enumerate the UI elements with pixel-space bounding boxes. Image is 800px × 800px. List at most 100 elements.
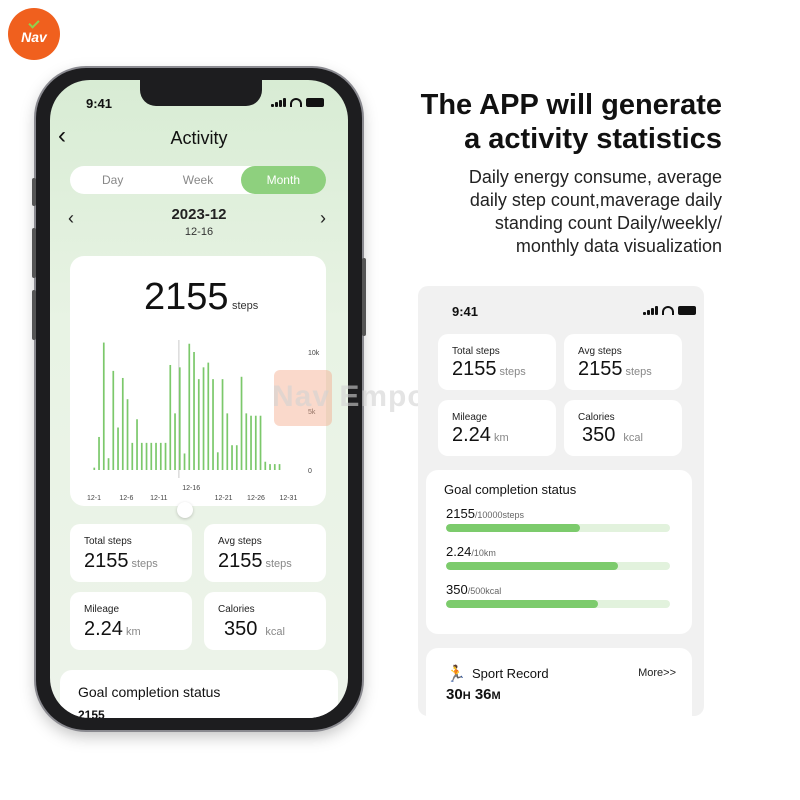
stat-value: 2.24 km [84, 618, 141, 640]
chart-bar [254, 415, 257, 470]
chart-bar [169, 364, 172, 470]
tab-week[interactable]: Week [182, 173, 214, 187]
headline-line-1: The APP will generate [420, 89, 722, 121]
chevron-right-icon[interactable]: › [320, 208, 326, 228]
chart-unit: steps [232, 300, 259, 312]
stat-avg-steps: Avg steps 2155 steps [204, 524, 326, 582]
chart-bar [178, 367, 181, 470]
goal-title: Goal completion status [444, 482, 577, 497]
stat-label: Mileage [452, 412, 488, 423]
description-line-1: Daily energy consume, average [468, 167, 722, 187]
chart-bar [131, 442, 134, 470]
y-tick-label: 0 [308, 468, 312, 475]
sport-duration: 30H 36M [446, 686, 501, 703]
chart-bar [264, 461, 267, 470]
volume-up-button [32, 228, 36, 278]
volume-down-button [32, 290, 36, 340]
x-tick-label: 12-26 [247, 495, 265, 502]
chevron-left-icon[interactable]: ‹ [58, 122, 66, 149]
goal-completion-card: Goal completion status 2155/10000steps 2… [426, 470, 692, 634]
stat-label: Calories [218, 604, 255, 615]
wifi-icon [290, 98, 302, 107]
stat-value: 2.24 km [452, 424, 509, 446]
battery-icon [678, 306, 696, 315]
goal-progress-fill [446, 562, 619, 570]
goal-row-steps: 2155/10000steps [446, 506, 670, 532]
stat-value: 350 kcal [224, 618, 285, 640]
chart-bar [112, 370, 115, 470]
more-link[interactable]: More>> [638, 667, 676, 679]
sport-record-card[interactable]: 🏃 Sport Record More>> 30H 36M [426, 648, 692, 716]
wifi-icon [662, 306, 674, 315]
chart-bar [159, 442, 162, 470]
page-title: Activity [170, 128, 228, 148]
brand-logo: Nav [8, 8, 60, 60]
stat-label: Avg steps [218, 536, 262, 547]
chart-bar [212, 379, 214, 470]
stat-mileage: Mileage 2.24 km [438, 400, 556, 456]
status-icons [643, 306, 696, 315]
stat-avg-steps: Avg steps 2155 steps [564, 334, 682, 390]
chart-bar [121, 377, 124, 470]
chart-bar [183, 453, 186, 470]
stat-label: Total steps [84, 536, 132, 547]
stat-label: Total steps [452, 346, 500, 357]
period-tabs: Day Week Month [70, 166, 326, 194]
steps-chart-card: 2155 steps 0 5k 10k 12-1 12-6 12-11 12-16 12-21… [70, 256, 326, 506]
description-line-2: daily step count,maverage daily [469, 190, 722, 210]
goal-label: 2155/10000steps [446, 506, 524, 521]
chart-bar [221, 379, 224, 470]
watermark-bag-icon [274, 370, 332, 426]
headline: The APP will generate a activity statist… [421, 88, 722, 156]
goal-progress-track [446, 524, 670, 532]
chart-value: 2155 [144, 276, 229, 318]
current-month: 2023-12 [171, 206, 227, 223]
selected-x-label: 12-16 [182, 485, 200, 492]
goal-row-calories: 350/500kcal [446, 582, 670, 608]
feature-description: Daily energy consume, average daily step… [392, 166, 722, 258]
chart-bar [102, 342, 105, 470]
power-button [362, 258, 366, 336]
running-person-icon: 🏃 [446, 666, 466, 683]
chart-bar [269, 464, 271, 470]
chevron-left-icon[interactable]: ‹ [68, 208, 74, 228]
phone-screen: 9:41 ‹ Activity Day Week Month ‹ 2023-12… [50, 80, 348, 718]
app-screen-preview: 9:41 Total steps 2155 steps Avg steps 215… [418, 286, 704, 716]
chart-bar [93, 467, 96, 470]
chart-scrubber-handle[interactable] [177, 502, 193, 518]
stat-value: 350 kcal [582, 424, 643, 446]
x-tick-label: 12-21 [215, 495, 233, 502]
stat-calories: Calories 350 kcal [564, 400, 682, 456]
chart-bar [188, 343, 191, 470]
check-icon [28, 17, 40, 29]
stat-label: Mileage [84, 604, 120, 615]
goal-row-distance: 2.24/10km [446, 544, 670, 570]
stat-label: Calories [578, 412, 615, 423]
date-navigator: ‹ 2023-12 12-16 › [50, 206, 348, 246]
goal-label: 2.24/10km [446, 544, 496, 559]
chart-bar [193, 352, 195, 470]
description-line-4: monthly data visualization [515, 236, 722, 256]
chart-bar [126, 399, 129, 470]
steps-bar-chart[interactable]: 0 5k 10k 12-1 12-6 12-11 12-16 12-21 12-26 12-31 [70, 256, 326, 506]
goal-progress-track [446, 600, 670, 608]
logo-text: Nav [21, 29, 47, 45]
chart-bar [273, 464, 276, 470]
signal-icon [271, 98, 286, 107]
notch [140, 80, 262, 106]
tab-month[interactable]: Month [240, 166, 326, 194]
signal-icon [643, 306, 658, 315]
chart-bar [278, 464, 281, 470]
phone-mockup: 9:41 ‹ Activity Day Week Month ‹ 2023-12… [32, 68, 366, 730]
chart-bar [117, 427, 119, 470]
stat-total-steps: Total steps 2155 steps [438, 334, 556, 390]
battery-icon [306, 98, 324, 107]
chart-bar [235, 445, 238, 470]
tab-day[interactable]: Day [101, 173, 124, 187]
goal-value: 2155 [78, 708, 105, 718]
chart-bar [207, 362, 210, 470]
sport-record-title: Sport Record [472, 666, 549, 681]
stat-mileage: Mileage 2.24 km [70, 592, 192, 650]
status-time: 9:41 [452, 304, 479, 319]
